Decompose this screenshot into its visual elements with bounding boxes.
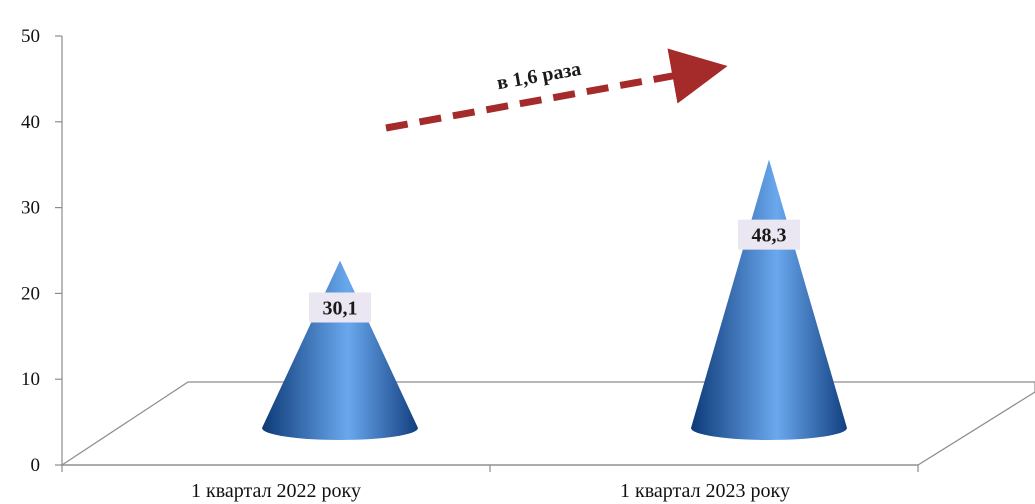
- cone-mark: [691, 159, 847, 440]
- floor-plane: [59, 381, 1035, 466]
- x-axis-ticks: 1 квартал 2022 року 1 квартал 2023 року: [61, 465, 919, 502]
- x-category-label: 1 квартал 2022 року: [191, 480, 361, 502]
- y-tick-label: 0: [31, 455, 41, 476]
- data-label-box: [309, 292, 371, 323]
- y-tick-label: 20: [21, 283, 40, 304]
- growth-annotation: в 1,6 раза: [495, 58, 582, 94]
- growth-arrow: [385, 48, 728, 132]
- x-category-label: 1 квартал 2023 року: [620, 480, 790, 502]
- y-tick-label: 30: [21, 198, 40, 219]
- data-label: 30,1: [323, 298, 358, 320]
- cone-mark: [262, 260, 418, 440]
- cone-series: 30,1 48,3: [262, 159, 847, 440]
- y-axis-ticks: 0 10 20 30 40 50: [21, 26, 62, 476]
- y-tick-label: 10: [21, 369, 40, 390]
- y-tick-label: 50: [21, 26, 40, 47]
- data-label-box: [738, 219, 800, 250]
- y-tick-label: 40: [21, 112, 40, 133]
- data-label: 48,3: [752, 225, 787, 247]
